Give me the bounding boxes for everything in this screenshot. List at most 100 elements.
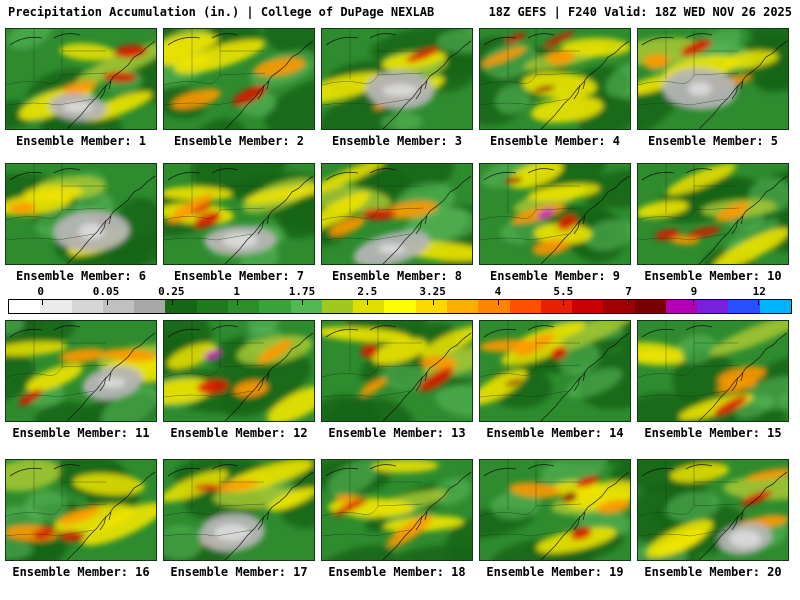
ensemble-panel-map: [5, 320, 157, 422]
ensemble-member-label: Ensemble Member: 2: [173, 134, 305, 148]
product-title: Precipitation Accumulation (in.) | Colle…: [8, 5, 435, 19]
precip-map-svg: [480, 321, 630, 421]
ensemble-cell: Ensemble Member: 13: [321, 320, 473, 440]
run-valid-info: 18Z GEFS | F240 Valid: 18Z WED NOV 26 20…: [488, 5, 792, 19]
ensemble-cell: Ensemble Member: 10: [637, 163, 789, 283]
colorbar-segment: [321, 300, 354, 313]
colorbar-scale: [8, 299, 792, 314]
colorbar-segment: [415, 300, 447, 313]
colorbar-segment: [572, 300, 604, 313]
colorbar-tickmark: [302, 300, 304, 305]
colorbar-tick-label: 7: [625, 285, 632, 298]
colorbar-tickmark: [41, 300, 43, 305]
ensemble-panel-map: [321, 163, 473, 265]
precip-map-svg: [164, 29, 314, 129]
ensemble-panel-map: [637, 28, 789, 130]
ensemble-cell: Ensemble Member: 7: [163, 163, 315, 283]
precip-map-svg: [638, 321, 788, 421]
colorbar-tickmark: [367, 300, 369, 305]
ensemble-cell: Ensemble Member: 20: [637, 459, 789, 579]
ensemble-member-label: Ensemble Member: 9: [489, 269, 621, 283]
colorbar-tickmark: [497, 300, 499, 305]
ensemble-member-label: Ensemble Member: 6: [15, 269, 147, 283]
header: Precipitation Accumulation (in.) | Colle…: [8, 5, 792, 19]
ensemble-cell: Ensemble Member: 4: [479, 28, 631, 148]
colorbar-segment: [759, 300, 792, 313]
ensemble-member-label: Ensemble Member: 14: [486, 426, 624, 440]
ensemble-panel-map: [479, 320, 631, 422]
colorbar-segment: [603, 300, 635, 313]
colorbar-segment: [290, 300, 322, 313]
ensemble-member-label: Ensemble Member: 17: [170, 565, 308, 579]
colorbar-segment: [384, 300, 416, 313]
precip-map-svg: [638, 29, 788, 129]
precip-map-svg: [480, 460, 630, 560]
colorbar-segment: [102, 300, 135, 313]
ensemble-member-label: Ensemble Member: 13: [328, 426, 466, 440]
ensemble-panel-map: [321, 459, 473, 561]
ensemble-member-label: Ensemble Member: 5: [647, 134, 779, 148]
precip-map-svg: [638, 164, 788, 264]
colorbar-segment: [446, 300, 479, 313]
ensemble-panel-map: [5, 28, 157, 130]
ensemble-cell: Ensemble Member: 16: [5, 459, 157, 579]
colorbar-segment: [134, 300, 166, 313]
precip-map-svg: [322, 29, 472, 129]
ensemble-member-label: Ensemble Member: 8: [331, 269, 463, 283]
ensemble-panel-map: [321, 28, 473, 130]
precip-map-svg: [322, 460, 472, 560]
colorbar-segment: [665, 300, 698, 313]
precip-map-svg: [164, 460, 314, 560]
ensemble-cell: Ensemble Member: 5: [637, 28, 789, 148]
colorbar-segment: [728, 300, 760, 313]
ensemble-row-1: Ensemble Member: 1 Ensemble Member: 2 Ense…: [5, 28, 789, 148]
colorbar-segment: [165, 300, 197, 313]
ensemble-member-label: Ensemble Member: 19: [486, 565, 624, 579]
colorbar-tick-label: 9: [690, 285, 698, 298]
colorbar-tick-label: 1: [233, 285, 240, 298]
ensemble-cell: Ensemble Member: 12: [163, 320, 315, 440]
colorbar-tickmark: [432, 300, 434, 305]
ensemble-cell: Ensemble Member: 19: [479, 459, 631, 579]
ensemble-member-label: Ensemble Member: 10: [644, 269, 782, 283]
precip-map-svg: [6, 460, 156, 560]
ensemble-panel-map: [637, 163, 789, 265]
ensemble-panel-map: [637, 459, 789, 561]
precip-map-svg: [480, 29, 630, 129]
ensemble-row-4: Ensemble Member: 16 Ensemble Member: 17 En…: [5, 459, 789, 579]
ensemble-panel-map: [479, 459, 631, 561]
colorbar-tickmark: [106, 300, 108, 305]
colorbar-segment: [478, 300, 510, 313]
ensemble-row-3: Ensemble Member: 11 Ensemble Member: 12 En…: [5, 320, 789, 440]
colorbar-segment: [9, 300, 41, 313]
colorbar-tickmark: [237, 300, 239, 305]
precip-map-svg: [638, 460, 788, 560]
ensemble-member-label: Ensemble Member: 20: [644, 565, 782, 579]
colorbar-segment: [697, 300, 729, 313]
ensemble-cell: Ensemble Member: 3: [321, 28, 473, 148]
colorbar-segment: [540, 300, 573, 313]
colorbar-tick-label: 3.25: [419, 285, 446, 298]
ensemble-cell: Ensemble Member: 17: [163, 459, 315, 579]
ensemble-cell: Ensemble Member: 14: [479, 320, 631, 440]
ensemble-member-label: Ensemble Member: 16: [12, 565, 150, 579]
colorbar-segment: [353, 300, 385, 313]
colorbar-tick-label: 0.05: [92, 285, 120, 298]
ensemble-member-label: Ensemble Member: 18: [328, 565, 466, 579]
ensemble-panel-map: [5, 163, 157, 265]
ensemble-member-label: Ensemble Member: 4: [489, 134, 621, 148]
colorbar-tickmark: [562, 300, 564, 305]
ensemble-panel-map: [163, 320, 315, 422]
colorbar-segment: [71, 300, 103, 313]
colorbar-tick-label: 2.5: [357, 285, 378, 298]
ensemble-cell: Ensemble Member: 9: [479, 163, 631, 283]
precip-map-svg: [164, 321, 314, 421]
ensemble-panel-map: [5, 459, 157, 561]
precip-map-svg: [322, 164, 472, 264]
precip-map-svg: [480, 164, 630, 264]
precip-map-svg: [6, 164, 156, 264]
colorbar-segment: [259, 300, 291, 313]
colorbar-tick-label: 0: [37, 285, 44, 298]
precip-map-svg: [164, 164, 314, 264]
ensemble-member-label: Ensemble Member: 11: [12, 426, 150, 440]
